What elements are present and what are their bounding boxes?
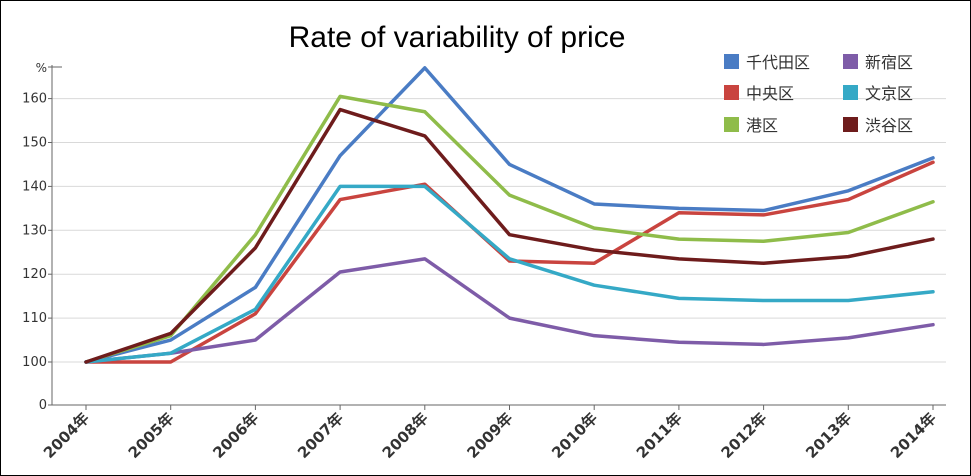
x-tick-label: 2013年	[802, 409, 855, 462]
x-tick-label: 2004年	[40, 409, 93, 462]
y-tick-label: 100	[22, 355, 47, 370]
x-tick-label: 2007年	[294, 409, 347, 462]
x-tick-label: 2011年	[633, 409, 686, 462]
x-tick-label: 2008年	[379, 409, 432, 462]
legend-label: 文京区	[865, 84, 913, 103]
y-tick-label: 150	[22, 136, 47, 151]
legend-swatch	[843, 117, 858, 132]
x-tick-label: 2005年	[125, 409, 178, 462]
y-tick-label: 110	[22, 311, 47, 326]
series-line	[84, 257, 935, 364]
series-line	[84, 184, 935, 364]
y-tick-label: 160	[22, 92, 47, 107]
x-tick-label: 2006年	[209, 409, 262, 462]
legend-label: 千代田区	[746, 53, 810, 72]
legend-swatch	[843, 54, 858, 69]
legend-swatch	[724, 85, 739, 100]
series-line	[84, 160, 935, 364]
series-line	[84, 107, 935, 364]
chart-title: Rate of variability of price	[289, 21, 626, 54]
x-tick-labels: 2004年 2005年 2006年 2007年 2008年 2009年 2010年 2011年…	[40, 409, 940, 462]
series-lines	[84, 66, 935, 364]
y-axis-unit: %	[36, 61, 47, 75]
y-tick-label: 130	[22, 223, 47, 238]
axes	[48, 65, 934, 410]
y-tick-label: 0	[39, 398, 47, 413]
x-tick-label: 2014年	[887, 409, 940, 462]
y-tick-labels: 0 100 110 120 130 140 150 160	[22, 92, 47, 413]
legend-label: 新宿区	[865, 53, 913, 72]
legend-swatch	[724, 117, 739, 132]
legend-swatch	[843, 85, 858, 100]
y-tick-label: 120	[22, 267, 47, 282]
legend-label: 渋谷区	[865, 116, 913, 135]
series-line	[84, 66, 935, 364]
series-line	[84, 94, 935, 364]
legend-label: 港区	[746, 116, 778, 135]
y-tick-label: 140	[22, 179, 47, 194]
legend-label: 中央区	[746, 84, 794, 103]
x-tick-label: 2010年	[548, 409, 601, 462]
legend-swatch	[724, 54, 739, 69]
x-tick-label: 2012年	[718, 409, 771, 462]
x-tick-label: 2009年	[463, 409, 516, 462]
